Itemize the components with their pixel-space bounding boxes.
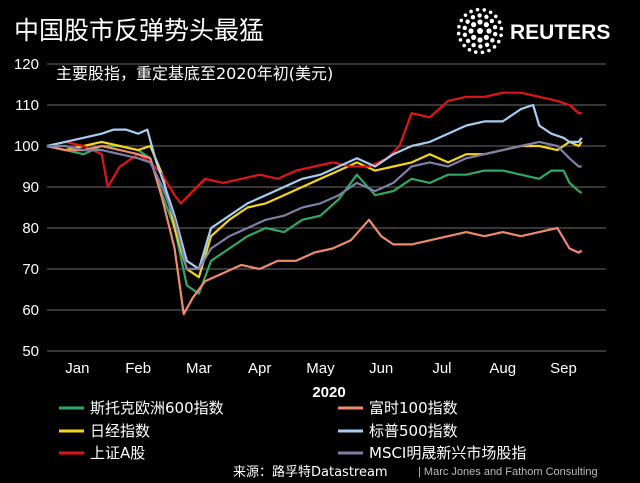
y-tick-label: 120 (14, 56, 39, 73)
legend-label: MSCI明晟新兴市场股指 (369, 444, 526, 462)
y-axis-ticks: 50 60 70 80 90 100 110 120 (14, 56, 39, 360)
logo-dot (462, 25, 468, 31)
logo-dot (483, 34, 489, 40)
x-axis-label: 2020 (312, 384, 345, 401)
series-line (46, 91, 582, 205)
series-line (46, 144, 583, 295)
y-tick-label: 100 (14, 138, 39, 155)
gridlines (47, 63, 606, 352)
source-note: 来源：路孚特Datastream (233, 464, 388, 480)
logo-dot (484, 42, 490, 47)
logo-dot (489, 18, 495, 24)
logo-dot (490, 38, 495, 43)
series-line (46, 103, 583, 271)
logo-dot (484, 14, 489, 20)
logo-dot (458, 38, 463, 42)
logo-dot (499, 33, 503, 38)
x-tick-label: Sep (550, 360, 577, 377)
x-tick-label: Feb (125, 360, 151, 377)
logo-dot (492, 45, 497, 49)
logo-dot (462, 32, 468, 38)
logo-dot (480, 50, 485, 55)
series-line (46, 144, 583, 316)
logo-dot (497, 20, 502, 24)
x-tick-label: Aug (489, 360, 516, 377)
logo-dot (478, 44, 483, 49)
logo-dot (463, 13, 468, 17)
x-tick-label: May (306, 360, 335, 377)
legend-label: 日经指数 (90, 422, 150, 440)
y-tick-label: 110 (15, 97, 39, 114)
logo-dot (477, 37, 483, 43)
logo-dot (477, 28, 483, 34)
legend-label: 上证A股 (90, 444, 145, 462)
chart-title: 中国股市反弹势头最猛 (14, 16, 264, 45)
logo-dot (462, 43, 466, 48)
reuters-logo-text: REUTERS (510, 21, 610, 44)
logo-dot (477, 19, 483, 25)
logo-dot (492, 24, 498, 30)
logo-dot (486, 28, 492, 34)
logo-dot (471, 34, 477, 40)
y-tick-label: 80 (22, 220, 39, 237)
x-axis-ticks: Jan Feb Mar Apr May Jun Jul Aug Sep (65, 360, 577, 377)
y-tick-label: 90 (22, 179, 39, 196)
logo-dot (471, 42, 476, 48)
reuters-dot-mark-icon (456, 7, 504, 55)
logo-dot (494, 14, 498, 19)
credit-note: | Marc Jones and Fathom Consulting (418, 466, 598, 478)
series-lines (46, 91, 583, 316)
x-tick-label: Jun (369, 360, 393, 377)
logo-dot (482, 8, 487, 12)
logo-dot (457, 24, 461, 29)
logo-dot (473, 50, 478, 54)
logo-dot (459, 18, 464, 23)
logo-dot (487, 48, 491, 53)
logo-dot (475, 7, 480, 12)
logo-dot (492, 31, 498, 37)
x-tick-label: Jan (65, 360, 89, 377)
logo-dot (496, 39, 501, 44)
logo-dot (470, 15, 476, 20)
y-tick-label: 70 (22, 261, 39, 278)
logo-dot (456, 31, 461, 36)
x-tick-label: Jul (432, 360, 451, 377)
reuters-logo: REUTERS (456, 7, 610, 55)
x-tick-label: Mar (186, 360, 212, 377)
y-tick-label: 50 (22, 343, 39, 360)
logo-dot (488, 10, 493, 15)
logo-dot (465, 19, 470, 24)
legend-label: 富时100指数 (369, 399, 458, 417)
logo-dot (469, 9, 473, 14)
logo-dot (477, 13, 482, 18)
logo-dot (499, 26, 504, 31)
logo-dot (465, 38, 471, 44)
logo-dot (483, 22, 489, 28)
y-tick-label: 60 (22, 302, 39, 319)
x-tick-label: Apr (248, 360, 271, 377)
logo-dot (467, 47, 472, 52)
legend-label: 斯托克欧洲600指数 (90, 399, 224, 417)
legend-label: 标普500指数 (369, 422, 458, 440)
chart-subtitle: 主要股指，重定基底至2020年初(美元) (56, 64, 333, 83)
series-line (47, 140, 582, 271)
logo-dot (468, 28, 474, 34)
logo-dot (471, 22, 477, 28)
